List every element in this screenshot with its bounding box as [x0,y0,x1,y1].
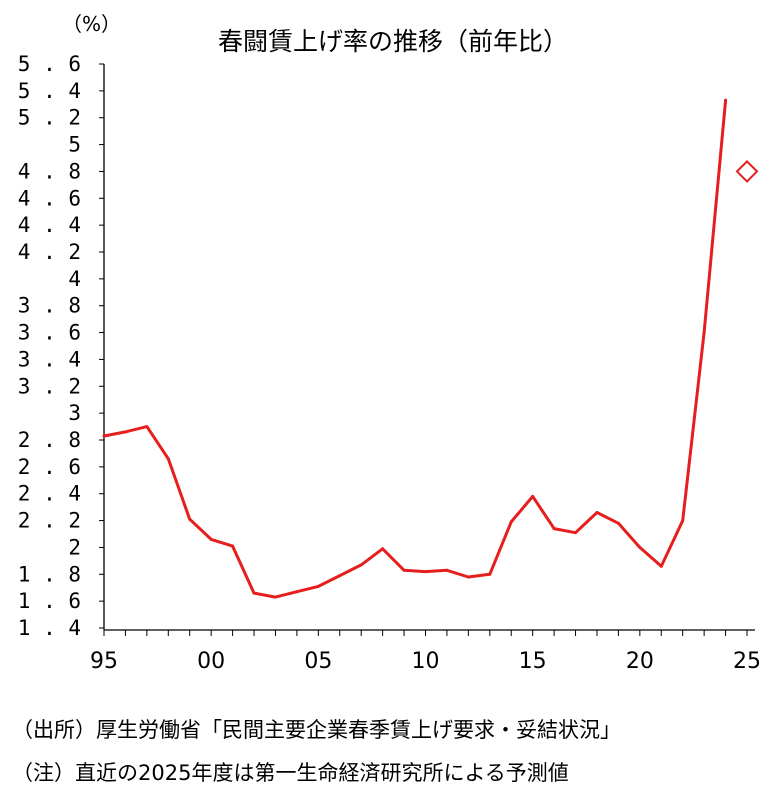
data-point [402,568,406,572]
data-point [188,517,192,521]
x-tick-label: 05 [304,649,332,674]
y-tick-label: 1 . 8 [18,562,81,586]
y-tick-label: 4 . 6 [18,186,81,210]
data-point [252,591,256,595]
y-tick-label: 5 [68,133,81,157]
data-point [359,563,363,567]
wage-growth-line [102,98,728,599]
wage-growth-chart: （%） 春闘賃上げ率の推移（前年比） 1 . 4 1 . 6 1 . 8 22 . 2… [18,12,761,674]
y-tick-label: 3 . 8 [18,294,81,318]
data-point [445,568,449,572]
data-point [381,547,385,551]
data-point [659,564,663,568]
y-tick-label: 3 . 6 [18,321,81,345]
x-tick-label: 00 [197,649,225,674]
y-tick-label: 2 . 2 [18,509,81,533]
data-point [424,570,427,574]
data-point [338,574,342,578]
x-tick-label: 20 [626,649,654,674]
data-point [231,544,235,548]
data-point [616,521,620,525]
y-tick-label: 3 . 4 [18,347,81,371]
y-tick-label: 5 . 2 [18,106,81,130]
data-point [145,425,149,429]
y-tick-label: 3 [68,401,81,425]
y-tick-label: 4 . 8 [18,159,81,183]
x-tick-label: 10 [412,649,440,674]
y-tick-label: 3 . 2 [18,374,81,398]
data-point [638,545,642,549]
y-tick-label: 4 . 4 [18,213,81,237]
axes: 1 . 4 1 . 6 1 . 8 22 . 2 2 . 4 2 . 6 2 . 8 3 3 .… [18,52,761,674]
x-tick-label: 95 [90,649,118,674]
data-point [531,494,535,498]
y-tick-label: 2 [68,535,81,559]
plot-area [102,98,759,599]
chart-title: 春闘賃上げ率の推移（前年比） [218,27,568,56]
y-tick-label: 2 . 8 [18,428,81,452]
y-tick-label: 4 [68,267,81,291]
x-tick-label: 15 [519,649,547,674]
data-point [488,572,492,576]
data-point [295,590,299,594]
data-point [552,527,556,531]
y-tick-label: 4 . 2 [18,240,81,264]
y-tick-label: 5 . 6 [18,52,81,76]
data-point [273,595,277,599]
x-tick-label: 25 [733,649,761,674]
y-tick-label: 1 . 4 [18,616,81,640]
data-point [595,511,599,515]
source-note: （出所）厚生労働省「民間主要企業春季賃上げ要求・妥結状況」 [12,718,621,742]
data-point [681,519,685,523]
y-axis-unit: （%） [62,12,121,36]
data-point [166,457,170,461]
data-point [316,584,320,588]
forecast-note: （注）直近の2025年度は第一生命経済研究所による予測値 [12,761,569,785]
data-point [702,331,706,335]
forecast-point [735,160,759,183]
data-point [574,531,578,535]
data-point [724,98,728,102]
data-point [466,575,470,579]
y-tick-label: 1 . 6 [18,589,81,613]
y-tick-label: 2 . 6 [18,455,81,479]
data-point [102,434,106,438]
y-tick-label: 2 . 4 [18,482,81,506]
y-tick-label: 5 . 4 [18,79,81,103]
data-point [209,537,213,541]
data-point [509,520,513,524]
data-point [123,430,127,434]
